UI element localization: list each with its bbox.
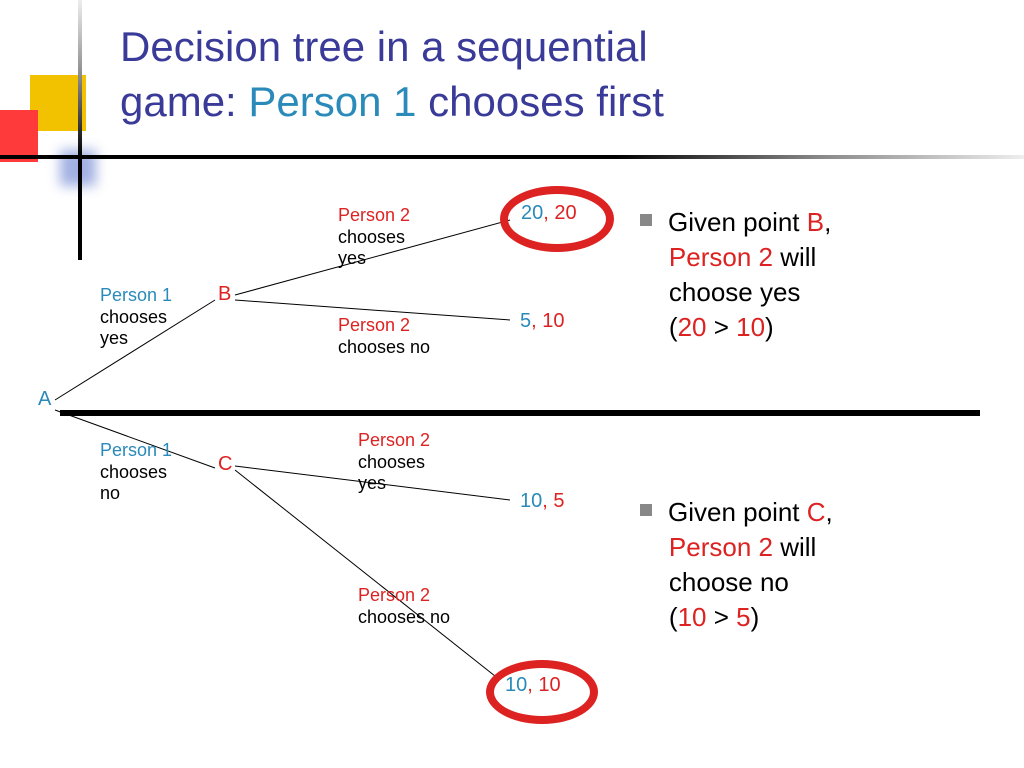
edge-label-ac: Person 1 chooses no <box>100 440 172 505</box>
payoff-3: 10, 5 <box>520 490 565 513</box>
payoff-2: 5, 10 <box>520 310 565 333</box>
edge-label-b-no: Person 2 chooses no <box>338 315 430 358</box>
bullet-2: Given point C, Person 2 will choose no (… <box>640 495 990 635</box>
node-b: B <box>218 283 231 306</box>
edge-label-ab: Person 1 chooses yes <box>100 285 172 350</box>
slide-title: Decision tree in a sequential game: Pers… <box>120 20 940 129</box>
payoff-4: 10, 10 <box>505 674 561 697</box>
edge-label-b-yes: Person 2 chooses yes <box>338 205 410 270</box>
title-person1: Person 1 <box>248 78 416 125</box>
edge-label-c-yes: Person 2 chooses yes <box>358 430 430 495</box>
deco-vertical-line <box>78 0 82 260</box>
title-line2a: game: <box>120 78 248 125</box>
edge-label-c-no: Person 2 chooses no <box>358 585 450 628</box>
content-divider <box>60 410 980 416</box>
title-line1: Decision tree in a sequential <box>120 23 648 70</box>
payoff-1: 20, 20 <box>521 202 577 225</box>
bullet-1: Given point B, Person 2 will choose yes … <box>640 205 990 345</box>
title-underline <box>0 155 1024 159</box>
node-a: A <box>38 388 51 411</box>
title-line2c: chooses first <box>417 78 664 125</box>
node-c: C <box>218 453 232 476</box>
